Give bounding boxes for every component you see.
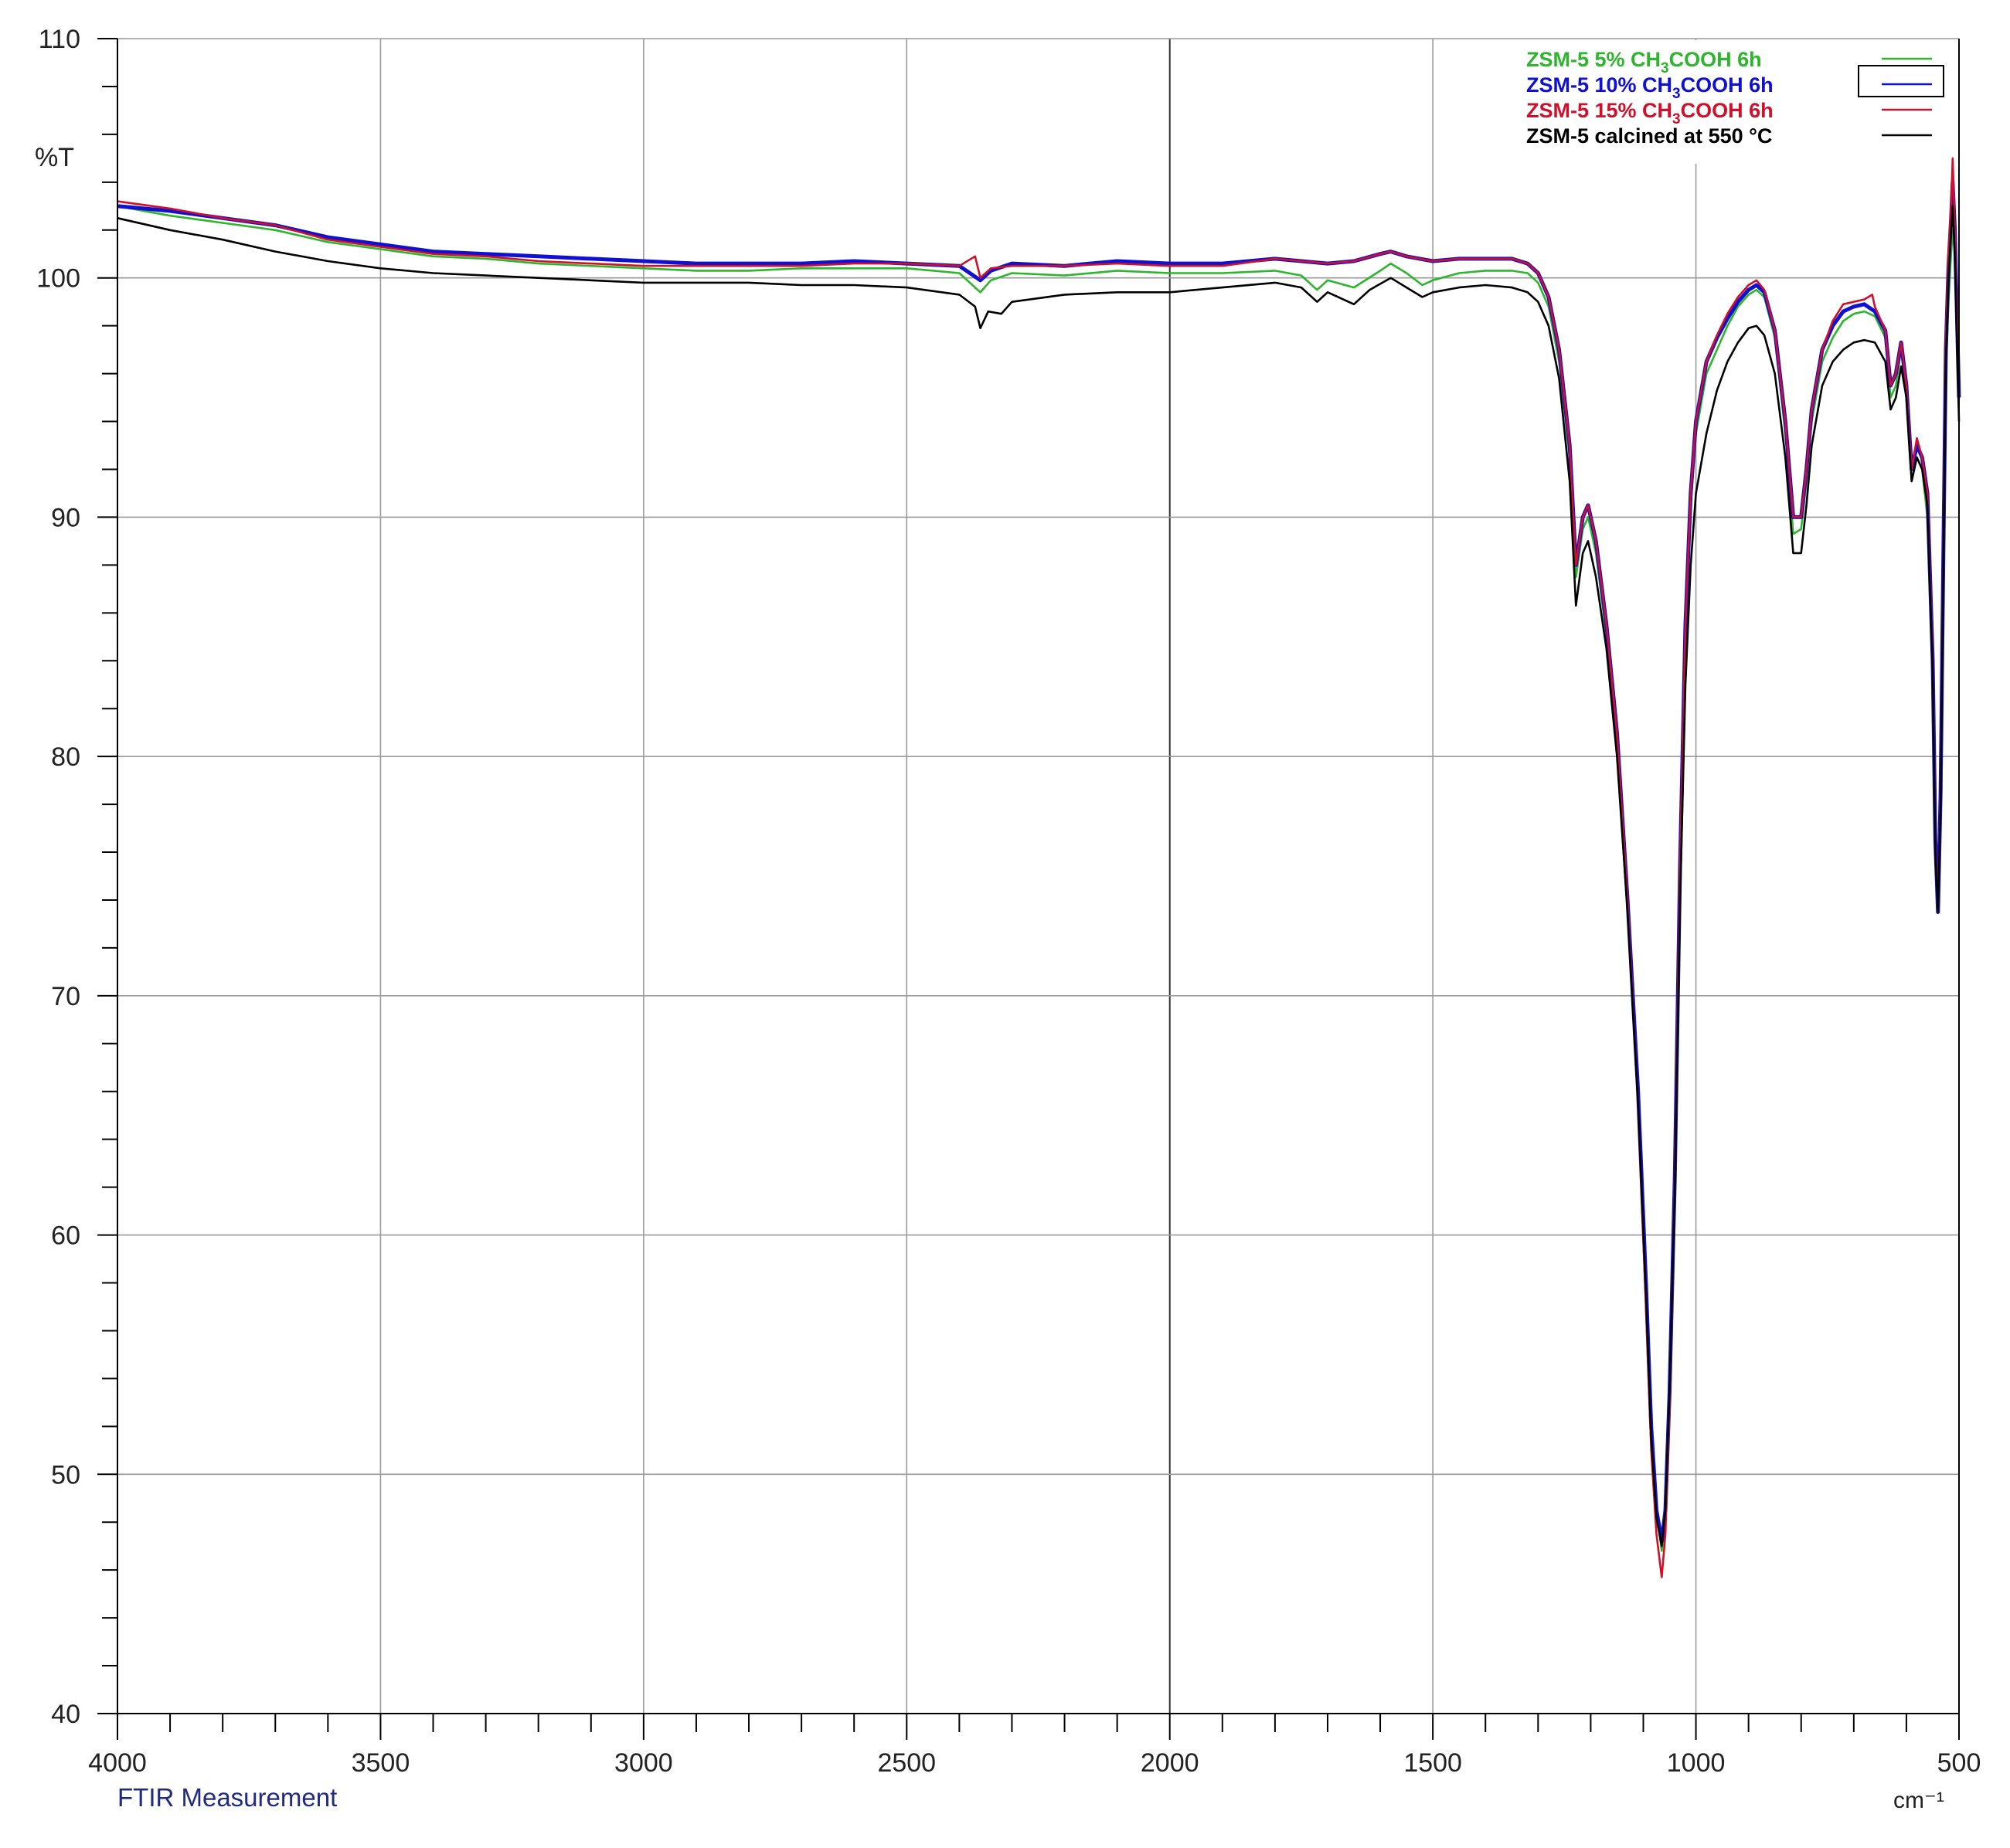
axes xyxy=(97,38,1960,1740)
legend-label: ZSM-5 5% CH3COOH 6h xyxy=(1526,48,1762,76)
series-line xyxy=(117,180,1961,1544)
series-line xyxy=(117,157,1961,1578)
x-tick-label: 1000 xyxy=(1667,1748,1726,1778)
y-tick-label: 50 xyxy=(51,1460,80,1490)
series-lines xyxy=(117,157,1961,1578)
series-line xyxy=(117,205,1961,1547)
x-tick-label: 3500 xyxy=(352,1748,410,1778)
x-tick-label: 1500 xyxy=(1403,1748,1462,1778)
x-tick-label: 2000 xyxy=(1141,1748,1199,1778)
y-tick-label: 80 xyxy=(51,742,80,772)
y-tick-label: 70 xyxy=(51,982,80,1011)
footer-label: FTIR Measurement xyxy=(117,1783,337,1812)
x-axis-label: cm⁻¹ xyxy=(1893,1788,1944,1813)
legend-label: ZSM-5 calcined at 550 °C xyxy=(1526,124,1772,148)
y-tick-label: 40 xyxy=(51,1700,80,1729)
x-tick-label: 2500 xyxy=(877,1748,936,1778)
x-tick-label: 3000 xyxy=(614,1748,673,1778)
y-tick-label: 100 xyxy=(36,264,80,294)
legend-swatch-box xyxy=(1858,65,1944,97)
grid-lines xyxy=(117,38,1960,1714)
x-tick-label: 500 xyxy=(1937,1748,1981,1778)
y-tick-label: 90 xyxy=(51,503,80,532)
legend-label: ZSM-5 15% CH3COOH 6h xyxy=(1526,99,1774,127)
legend-background xyxy=(1434,40,1951,164)
series-line xyxy=(117,205,1961,1552)
y-axis-label: %T xyxy=(35,143,74,172)
legend-label: ZSM-5 10% CH3COOH 6h xyxy=(1526,73,1774,102)
y-tick-label: 110 xyxy=(39,25,80,54)
tick-labels: 4000 3500 3000 2500 2000 1500 1000 500 40 50 60 70 8… xyxy=(36,25,1981,1778)
x-tick-label: 4000 xyxy=(88,1748,147,1778)
y-tick-label: 60 xyxy=(51,1221,80,1251)
